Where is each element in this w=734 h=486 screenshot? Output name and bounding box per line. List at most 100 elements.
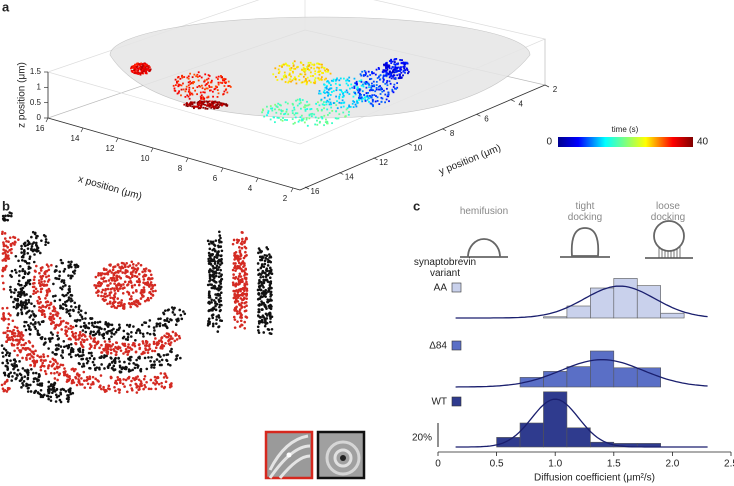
- particle-point: [106, 345, 110, 348]
- track-point: [276, 116, 279, 119]
- particle-point: [12, 235, 15, 239]
- particle-point: [81, 338, 84, 341]
- particle-point: [34, 287, 38, 291]
- particle-point: [122, 283, 125, 286]
- particle-point: [47, 241, 50, 245]
- particle-point: [87, 322, 91, 325]
- track-point: [403, 65, 406, 68]
- particle-point: [38, 271, 41, 275]
- particle-point: [134, 300, 137, 303]
- particle-point: [124, 378, 128, 382]
- track-point: [363, 94, 366, 96]
- particle-point: [128, 325, 131, 328]
- particle-point: [51, 385, 55, 388]
- particle-point: [107, 284, 110, 287]
- particle-point: [8, 354, 11, 358]
- particle-point: [84, 330, 88, 334]
- particle-point: [80, 377, 83, 380]
- particle-point: [102, 267, 106, 270]
- track-point: [266, 105, 268, 108]
- particle-point: [50, 263, 53, 267]
- track-point: [309, 71, 312, 74]
- particle-point: [53, 270, 57, 273]
- track-point: [327, 69, 330, 71]
- track-point: [298, 102, 301, 105]
- particle-point: [104, 289, 107, 292]
- track-point: [329, 101, 332, 104]
- particle-point: [121, 304, 124, 307]
- track-point: [360, 98, 363, 101]
- track-point: [325, 86, 328, 89]
- particle-point: [100, 363, 103, 366]
- particle-point: [19, 308, 23, 311]
- particle-point: [263, 262, 267, 266]
- track-point: [368, 100, 370, 103]
- particle-point: [213, 255, 216, 259]
- particle-point: [235, 289, 238, 292]
- track-point: [138, 66, 141, 69]
- y-tick-label: 8: [450, 129, 455, 138]
- particle-point: [265, 254, 269, 258]
- particle-point: [77, 378, 80, 381]
- particle-point: [245, 304, 248, 308]
- particle-point: [168, 385, 172, 389]
- particle-point: [121, 382, 125, 386]
- particle-point: [117, 388, 120, 391]
- track-point: [364, 100, 367, 102]
- particle-point: [21, 346, 25, 350]
- particle-point: [119, 370, 123, 374]
- particle-point: [118, 301, 121, 304]
- particle-point: [36, 246, 39, 250]
- track-point: [342, 111, 345, 114]
- particle-point: [18, 269, 21, 273]
- particle-point: [123, 367, 127, 370]
- track-point: [388, 65, 391, 68]
- track-point: [288, 64, 291, 67]
- track-point: [207, 103, 209, 106]
- particle-point: [94, 286, 98, 290]
- particle-point: [19, 295, 22, 299]
- track-point: [351, 86, 354, 89]
- track-point: [358, 96, 360, 99]
- particle-point: [131, 343, 134, 347]
- particle-point: [118, 323, 121, 327]
- particle-point: [211, 316, 215, 320]
- panel-label: a: [2, 0, 10, 14]
- particle-point: [211, 286, 215, 290]
- track-point: [208, 86, 211, 88]
- particle-point: [244, 301, 248, 304]
- track-point: [327, 94, 329, 97]
- particle-point: [129, 280, 133, 284]
- x-axis-label: Diffusion coefficient (μm²/s): [534, 473, 655, 484]
- particle-point: [122, 262, 125, 265]
- particle-point: [4, 249, 7, 252]
- particle-point: [6, 374, 10, 378]
- particle-point: [8, 352, 12, 355]
- x-tick-label: 1.0: [548, 459, 562, 470]
- track-point: [388, 67, 391, 70]
- track-point: [205, 87, 208, 90]
- track-point: [216, 86, 218, 89]
- particle-point: [159, 339, 163, 342]
- track-point: [354, 93, 357, 96]
- particle-point: [34, 389, 38, 393]
- particle-point: [114, 389, 117, 393]
- particle-point: [8, 338, 12, 341]
- track-point: [186, 105, 189, 108]
- particle-point: [208, 254, 211, 257]
- particle-point: [100, 327, 103, 331]
- particle-point: [257, 329, 260, 332]
- particle-point: [43, 313, 46, 316]
- track-point: [358, 95, 361, 98]
- track-point: [143, 70, 146, 72]
- track-point: [371, 72, 374, 75]
- particle-point: [47, 278, 51, 282]
- particle-point: [41, 311, 44, 314]
- particle-point: [121, 336, 125, 340]
- track-point: [130, 66, 133, 69]
- track-point: [379, 78, 382, 81]
- track-point: [385, 63, 387, 65]
- particle-point: [126, 335, 130, 339]
- particle-point: [51, 351, 54, 354]
- particle-point: [238, 303, 242, 307]
